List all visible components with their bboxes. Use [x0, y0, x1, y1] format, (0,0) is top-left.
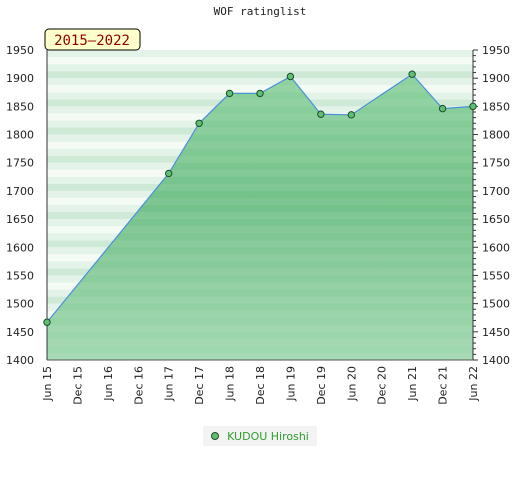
background-band: [47, 85, 473, 93]
area-stripe: [47, 127, 473, 135]
y-tick-label: 1850: [482, 100, 510, 113]
data-point: [469, 102, 477, 111]
area-stripe: [47, 254, 473, 262]
y-tick-label: 1450: [6, 326, 34, 339]
area-stripe: [47, 113, 473, 121]
x-tick-label: Jun 21: [406, 366, 419, 402]
area-stripe: [47, 226, 473, 234]
area-stripe: [47, 197, 473, 205]
data-point: [317, 110, 325, 118]
y-tick-label: 1650: [6, 213, 34, 226]
y-tick-label: 1800: [6, 129, 34, 142]
y-tick-label: 1750: [6, 157, 34, 170]
x-tick-label: Dec 15: [71, 366, 84, 405]
x-tick-label: Dec 16: [132, 366, 145, 405]
background-band: [47, 71, 473, 79]
area-stripe: [47, 296, 473, 304]
area-stripe: [47, 352, 473, 360]
area-stripe: [47, 99, 473, 107]
area-stripe: [47, 169, 473, 177]
y-axis-left-labels: 1400 1450 1500 1550 1600 1650 1700 1750 1800 1850…: [6, 44, 34, 367]
x-tick-label: Jun 18: [224, 366, 237, 402]
y-tick-label: 1750: [482, 157, 510, 170]
y-tick-label: 1700: [6, 185, 34, 198]
x-axis-labels: Jun 15 Dec 15 Jun 16 Dec 16 Jun 17 Dec 17 Jun …: [41, 366, 480, 405]
y-tick-label: 1500: [482, 298, 510, 311]
area-stripe: [47, 268, 473, 276]
area-stripe: [47, 240, 473, 248]
x-tick-label: Jun 15: [41, 366, 54, 402]
x-tick-label: Jun 22: [467, 366, 480, 402]
y-tick-label: 1800: [482, 129, 510, 142]
data-points: [43, 70, 477, 326]
period-badge-box: [44, 28, 141, 51]
x-tick-label: Jun 17: [163, 366, 176, 402]
data-point: [408, 70, 416, 78]
background-band: [47, 64, 473, 72]
area-stripe: [47, 212, 473, 220]
x-tick-label: Jun 16: [102, 366, 115, 402]
data-point: [438, 104, 447, 113]
y-tick-label: 1950: [482, 44, 510, 57]
x-tick-label: Dec 21: [437, 366, 450, 405]
y-tick-label: 1650: [482, 213, 510, 226]
y-tick-label: 1700: [482, 185, 510, 198]
y-tick-label: 1850: [6, 100, 34, 113]
x-tick-label: Jun 19: [284, 366, 297, 402]
y-tick-label: 1400: [482, 354, 510, 367]
y-tick-label: 1950: [6, 44, 34, 57]
data-point: [347, 111, 355, 119]
legend-series-label: KUDOU Hiroshi: [227, 429, 309, 443]
area-stripe: [47, 338, 473, 346]
axes-layer: [46, 49, 478, 361]
data-point: [165, 169, 173, 178]
y-tick-label: 1500: [6, 298, 34, 311]
data-point: [43, 318, 51, 326]
data-point: [195, 119, 203, 127]
y-tick-label: 1900: [482, 72, 510, 85]
background-band: [47, 50, 473, 58]
y-tick-label: 1400: [6, 354, 34, 367]
data-point: [286, 72, 295, 81]
period-badge-text: 2015–2022: [54, 33, 130, 49]
y-tick-label: 1600: [6, 241, 34, 254]
legend: KUDOU Hiroshi: [203, 426, 317, 446]
x-tick-label: Dec 19: [315, 366, 328, 405]
area-stripe: [47, 282, 473, 290]
background-band: [47, 78, 473, 86]
x-tick-label: Jun 20: [345, 366, 358, 402]
x-tick-label: Dec 20: [376, 366, 389, 405]
area-stripe: [47, 155, 473, 163]
x-tick-label: Dec 18: [254, 366, 267, 405]
background-band: [47, 57, 473, 65]
series-area: [47, 74, 473, 361]
chart-title: WOF ratinglist: [213, 5, 307, 18]
y-tick-label: 1900: [6, 72, 34, 85]
area-stripe: [47, 324, 473, 332]
y-tick-label: 1550: [482, 269, 510, 282]
y-axis-right-labels: 1400 1450 1500 1550 1600 1650 1700 1750 1800 1850…: [482, 44, 510, 367]
y-tick-label: 1550: [6, 269, 34, 282]
area-stripe: [47, 141, 473, 149]
y-tick-label: 1450: [482, 326, 510, 339]
y-tick-label: 1600: [482, 241, 510, 254]
legend-marker: [211, 432, 220, 440]
x-tick-label: Dec 17: [193, 366, 206, 405]
area-stripe: [47, 310, 473, 318]
area-stripe: [47, 183, 473, 191]
data-point: [225, 89, 234, 98]
data-point: [256, 89, 264, 98]
period-badge: 2015–2022: [44, 28, 141, 51]
